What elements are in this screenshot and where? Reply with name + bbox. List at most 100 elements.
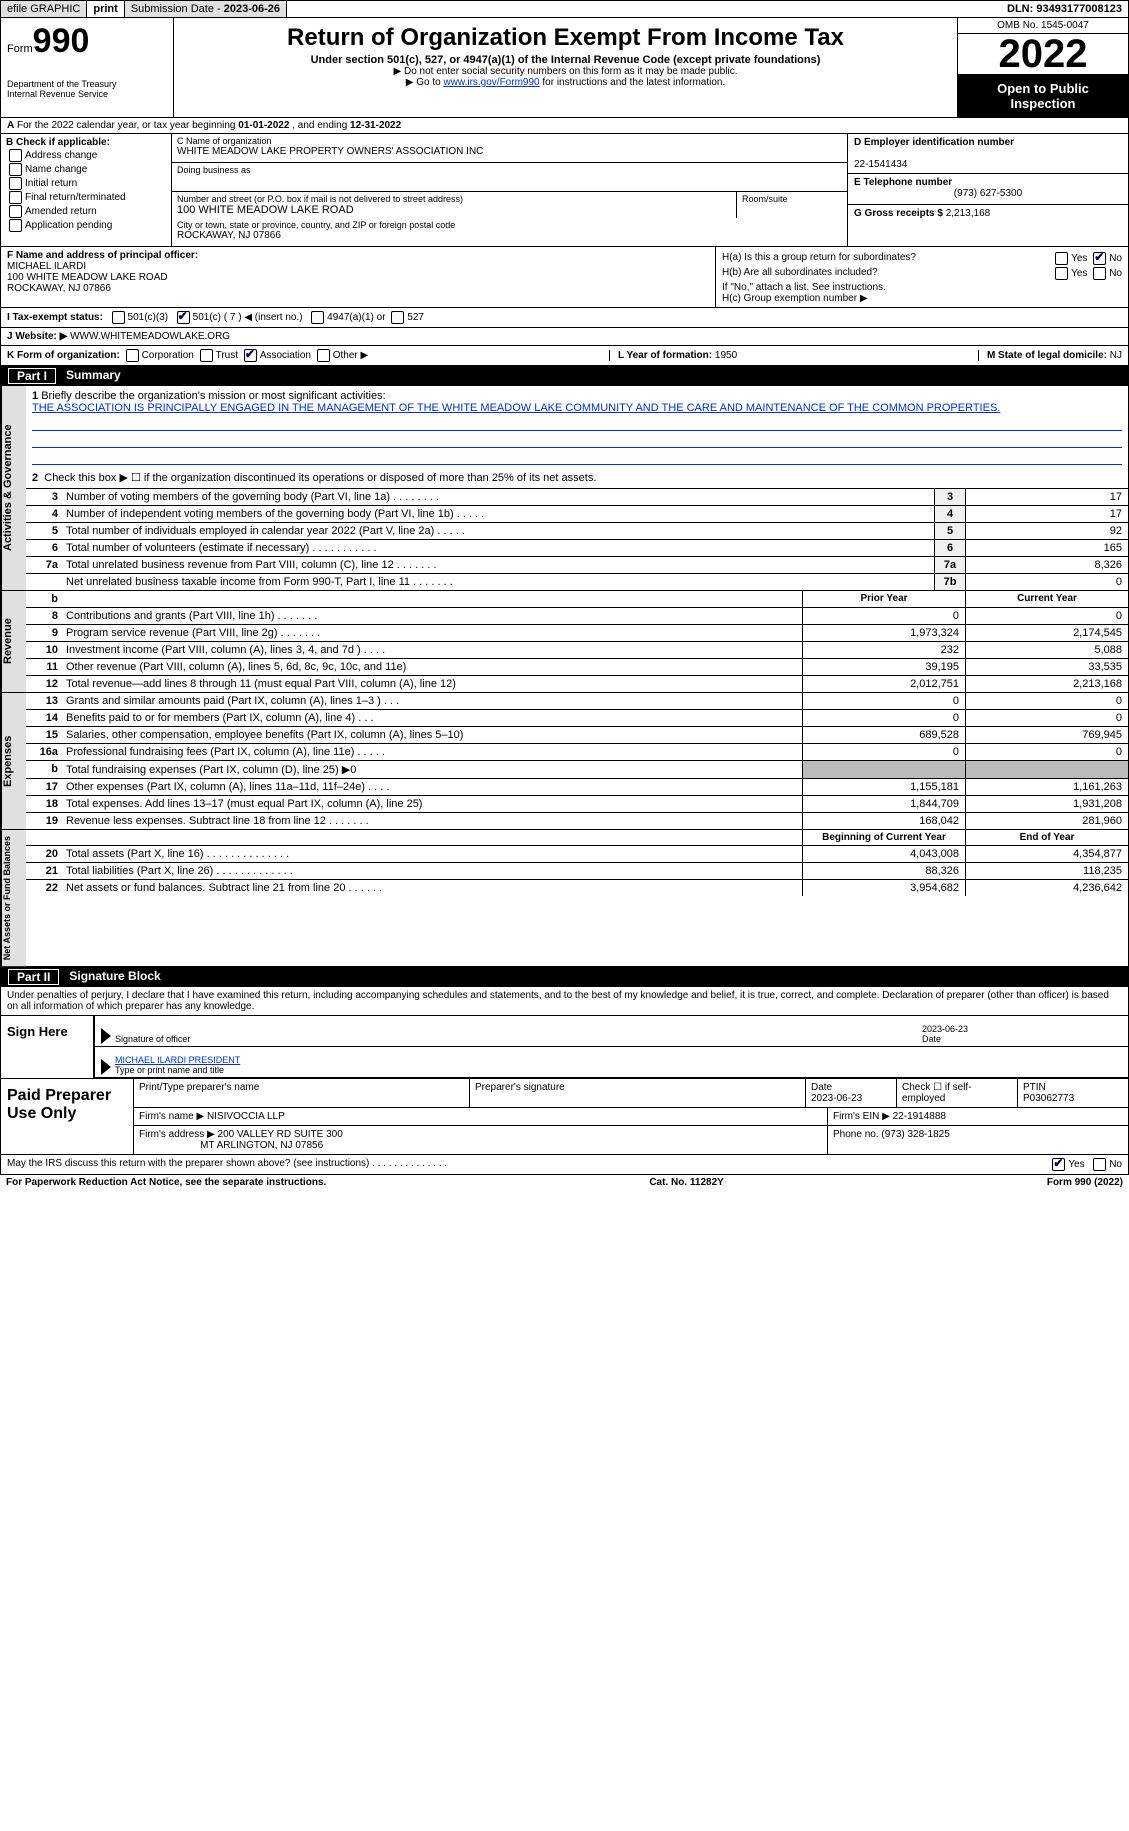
officer-name-title: MICHAEL ILARDI PRESIDENT [115,1055,240,1065]
form-header: Form990 Department of the Treasury Inter… [0,18,1129,118]
firm-name: NISIVOCCIA LLP [207,1111,285,1122]
block-bcd: B Check if applicable: Address change Na… [0,134,1129,247]
hc-label: H(c) Group exemption number ▶ [722,293,1122,304]
part2-header: Part II Signature Block [0,967,1129,987]
pra-notice: For Paperwork Reduction Act Notice, see … [6,1177,326,1188]
dba-label: Doing business as [172,163,847,192]
b-opt[interactable]: Amended return [6,205,166,218]
blank-line [32,450,1122,465]
ein-label: D Employer identification number [854,137,1014,148]
row-k: K Form of organization: Corporation Trus… [0,346,1129,366]
section-f: F Name and address of principal officer:… [1,247,716,307]
blank-line [32,433,1122,448]
b-opt[interactable]: Name change [6,163,166,176]
org-name: WHITE MEADOW LAKE PROPERTY OWNERS' ASSOC… [177,146,842,157]
table-row: 20Total assets (Part X, line 16) . . . .… [26,846,1128,863]
table-row: 18Total expenses. Add lines 13–17 (must … [26,796,1128,813]
section-b: B Check if applicable: Address change Na… [1,134,172,246]
table-row: 14Benefits paid to or for members (Part … [26,710,1128,727]
revenue-section: Revenue bPrior YearCurrent Year 8Contrib… [0,591,1129,693]
form-subtitle: Under section 501(c), 527, or 4947(a)(1)… [180,54,951,66]
form-number: 990 [33,22,90,60]
prep-name-label: Print/Type preparer's name [139,1082,259,1093]
row-i: I Tax-exempt status: 501(c)(3) 501(c) ( … [0,308,1129,328]
f-label: F Name and address of principal officer: [7,250,198,261]
line1-num: 1 [32,390,38,402]
revenue-side-tab: Revenue [1,591,26,692]
gross-label: G Gross receipts $ [854,208,946,219]
officer-addr1: 100 WHITE MEADOW LAKE ROAD [7,272,168,283]
table-row: 11Other revenue (Part VIII, column (A), … [26,659,1128,676]
block-fh: F Name and address of principal officer:… [0,247,1129,308]
discuss-row: May the IRS discuss this return with the… [0,1155,1129,1175]
netassets-section: Net Assets or Fund Balances Beginning of… [0,830,1129,967]
activities-side-tab: Activities & Governance [1,386,26,590]
line2-text: Check this box ▶ ☐ if the organization d… [44,472,596,484]
table-row: 3Number of voting members of the governi… [26,489,1128,506]
addr-label: Number and street (or P.O. box if mail i… [177,194,731,204]
efile-label: efile GRAPHIC [1,1,87,17]
hb-note: If "No," attach a list. See instructions… [722,282,1122,293]
gross-receipts: 2,213,168 [946,208,991,219]
table-row: 10Investment income (Part VIII, column (… [26,642,1128,659]
part1-header: Part I Summary [0,366,1129,386]
ha-label: H(a) Is this a group return for subordin… [722,252,916,265]
table-row: 19Revenue less expenses. Subtract line 1… [26,813,1128,829]
arrow-icon [101,1028,111,1044]
col-headers: Beginning of Current YearEnd of Year [26,830,1128,846]
b-opt[interactable]: Final return/terminated [6,191,166,204]
table-row: Net unrelated business taxable income fr… [26,574,1128,590]
firm-phone: (973) 328-1825 [881,1129,949,1140]
table-row: 21Total liabilities (Part X, line 26) . … [26,863,1128,880]
signature-block: Under penalties of perjury, I declare th… [0,987,1129,1079]
prep-sig-label: Preparer's signature [475,1082,565,1093]
netassets-side-tab: Net Assets or Fund Balances [1,830,26,966]
table-row: 12Total revenue—add lines 8 through 11 (… [26,676,1128,692]
section-c: C Name of organization WHITE MEADOW LAKE… [172,134,848,246]
part1-title: Summary [66,368,121,384]
hb-label: H(b) Are all subordinates included? [722,267,878,280]
table-row: 8Contributions and grants (Part VIII, li… [26,608,1128,625]
row-a: A For the 2022 calendar year, or tax yea… [0,118,1129,134]
sign-here-label: Sign Here [1,1016,95,1078]
tax-year: 2022 [958,34,1128,75]
dln: DLN: 93493177008123 [1001,1,1128,17]
b-opt[interactable]: Address change [6,149,166,162]
page-footer: For Paperwork Reduction Act Notice, see … [0,1175,1129,1190]
header-right: OMB No. 1545-0047 2022 Open to PublicIns… [957,18,1128,117]
blank-line [32,416,1122,431]
arrow-icon [101,1059,111,1075]
b-opt[interactable]: Application pending [6,219,166,232]
ein: 22-1541434 [854,159,907,170]
open-to-public: Open to PublicInspection [958,75,1128,117]
form-ref: Form 990 (2022) [1047,1177,1123,1188]
part2-label: Part II [8,969,59,985]
header-left: Form990 Department of the Treasury Inter… [1,18,174,117]
irs-link[interactable]: www.irs.gov/Form990 [443,77,539,88]
irs-label: Internal Revenue Service [7,89,167,99]
header-mid: Return of Organization Exempt From Incom… [174,18,957,117]
section-h: H(a) Is this a group return for subordin… [716,247,1128,307]
b-title: B Check if applicable: [6,137,110,148]
table-row: 16aProfessional fundraising fees (Part I… [26,744,1128,761]
city: ROCKAWAY, NJ 07866 [177,230,842,241]
table-row: bTotal fundraising expenses (Part IX, co… [26,761,1128,779]
c-name-label: C Name of organization [177,136,842,146]
sig-label: Signature of officer [115,1034,190,1044]
phone: (973) 627-5300 [854,188,1122,199]
self-employed-check[interactable]: Check ☐ if self-employed [897,1079,1018,1107]
officer-name: MICHAEL ILARDI [7,261,86,272]
dept-label: Department of the Treasury [7,79,167,89]
prep-date: 2023-06-23 [811,1093,862,1104]
part1-label: Part I [8,368,56,384]
expenses-section: Expenses 13Grants and similar amounts pa… [0,693,1129,830]
ssn-note: ▶ Do not enter social security numbers o… [180,66,951,77]
room-label: Room/suite [737,192,847,218]
b-opt[interactable]: Initial return [6,177,166,190]
print-button[interactable]: print [87,1,124,17]
mission: THE ASSOCIATION IS PRINCIPALLY ENGAGED I… [32,402,1000,414]
cat-number: Cat. No. 11282Y [649,1177,723,1188]
table-row: 4Number of independent voting members of… [26,506,1128,523]
table-row: 13Grants and similar amounts paid (Part … [26,693,1128,710]
street-row: Number and street (or P.O. box if mail i… [172,192,847,218]
